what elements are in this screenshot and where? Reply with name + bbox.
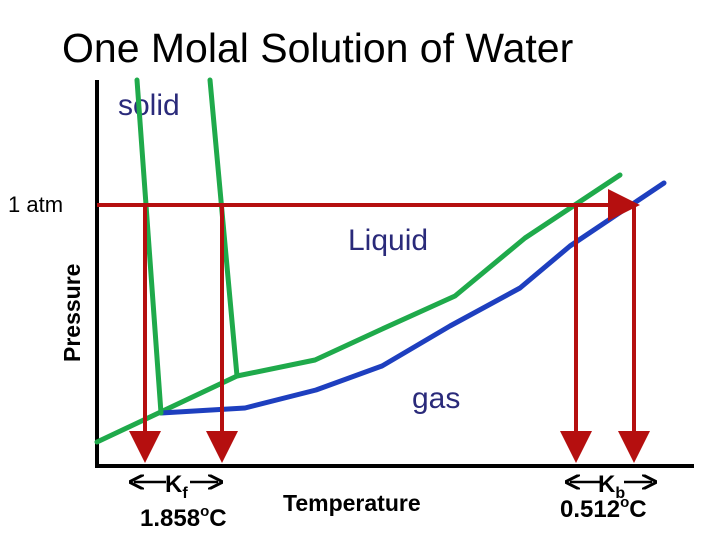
kb-symbol: K xyxy=(598,471,616,498)
kb-number: 0.512 xyxy=(560,496,620,523)
y-axis-label: Pressure xyxy=(59,264,85,362)
kb-value: 0.512oC xyxy=(560,494,647,523)
kf-subscript: f xyxy=(182,485,188,502)
kf-number: 1.858 xyxy=(140,505,200,532)
x-axis-label: Temperature xyxy=(283,490,421,516)
kb-label: Kb xyxy=(598,471,625,502)
diagram-title: One Molal Solution of Water xyxy=(62,25,573,71)
region-label-solid: solid xyxy=(118,89,180,122)
solution-vapor-curve xyxy=(158,180,667,416)
pure-water-vapor-curve xyxy=(94,172,623,445)
kb-degree: o xyxy=(620,494,629,511)
kf-unit: C xyxy=(209,505,226,532)
region-label-liquid: Liquid xyxy=(348,224,428,257)
kf-degree: o xyxy=(200,503,209,520)
kf-symbol: K xyxy=(165,471,183,498)
solution-fusion-curve xyxy=(134,77,164,416)
region-label-gas: gas xyxy=(412,382,460,415)
kf-label: Kf xyxy=(165,471,188,502)
kb-subscript: b xyxy=(615,485,625,502)
pressure-tick-label: 1 atm xyxy=(8,192,63,217)
kf-value: 1.858oC xyxy=(140,503,227,532)
kb-unit: C xyxy=(629,496,646,523)
